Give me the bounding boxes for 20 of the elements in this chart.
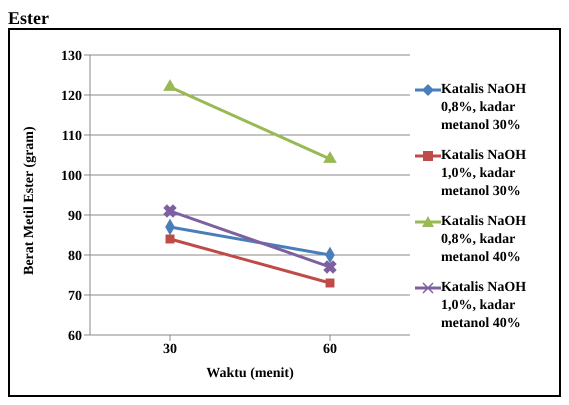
point	[324, 260, 336, 274]
y-axis-title: Berat Metil Ester (gram)	[22, 126, 37, 275]
y-tick-label: 80	[68, 248, 82, 264]
y-tick-label: 60	[68, 328, 82, 344]
y-tick-label: 110	[62, 128, 82, 144]
y-tick-label: 120	[61, 88, 82, 104]
legend-label: Katalis NaOH 0,8%, kadar metanol 30%	[441, 80, 528, 134]
y-tick-label: 70	[68, 288, 82, 304]
legend-label: Katalis NaOH 0,8%, kadar metanol 40%	[441, 212, 528, 266]
y-tick-label: 100	[61, 168, 82, 184]
point	[164, 204, 176, 218]
x-tick-label: 30	[163, 342, 177, 357]
legend-label: Katalis NaOH 1,0%, kadar metanol 30%	[441, 146, 528, 200]
y-tick-label: 90	[68, 208, 82, 224]
y-tick-label: 130	[61, 48, 82, 64]
text: Ester	[8, 8, 50, 28]
point	[326, 278, 334, 288]
point	[166, 234, 174, 244]
legend-label: Katalis NaOH 1,0%, kadar metanol 40%	[441, 278, 528, 332]
x-axis-title: Waktu (menit)	[206, 366, 294, 381]
